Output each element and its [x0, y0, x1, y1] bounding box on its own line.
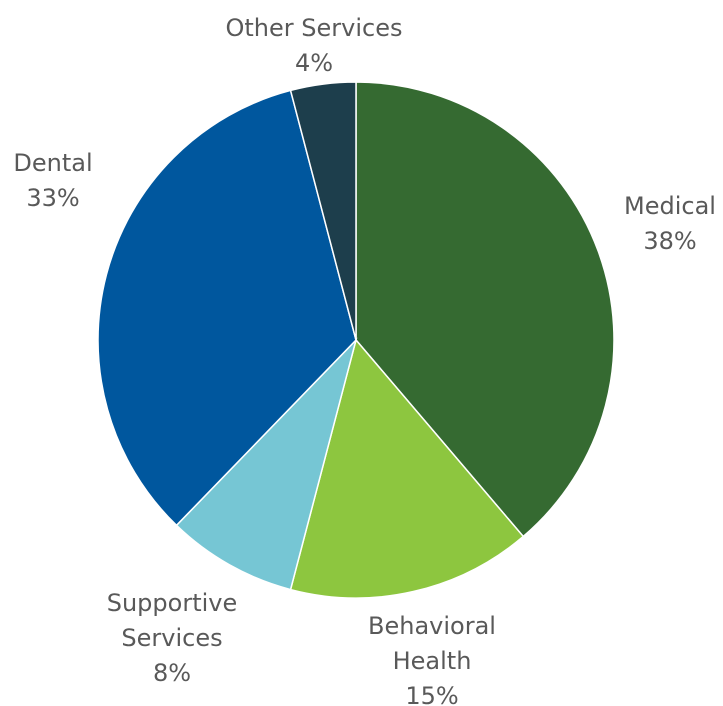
slice-label-1: Behavioral Health 15% — [368, 612, 496, 706]
pie-slice-3 — [97, 89, 357, 527]
pie-slice-0 — [355, 81, 615, 538]
slice-percent: 33% — [26, 184, 79, 212]
pie-slice-2 — [175, 337, 358, 591]
slice-name-line: Services — [121, 624, 222, 652]
pie-slices — [97, 81, 615, 599]
slice-label-0: Medical 38% — [624, 192, 716, 255]
pie-labels: Medical 38%Behavioral Health 15%Supportive S… — [13, 14, 716, 706]
slice-name-line: Health — [393, 647, 472, 675]
slice-name-line: Behavioral — [368, 612, 496, 640]
slice-name-line: Medical — [624, 192, 716, 220]
slice-label-2: Supportive Services 8% — [107, 589, 238, 687]
slice-label-4: Other Services 4% — [226, 14, 403, 77]
slice-name-line: Other Services — [226, 14, 403, 42]
slice-percent: 8% — [153, 659, 191, 687]
pie-slice-1 — [289, 338, 525, 599]
slice-percent: 4% — [295, 49, 333, 77]
slice-name-line: Dental — [13, 149, 92, 177]
slice-name-line: Supportive — [107, 589, 238, 617]
slice-percent: 15% — [405, 682, 458, 706]
pie-slice-4 — [289, 81, 357, 341]
slice-percent: 38% — [643, 227, 696, 255]
slice-label-3: Dental 33% — [13, 149, 92, 212]
